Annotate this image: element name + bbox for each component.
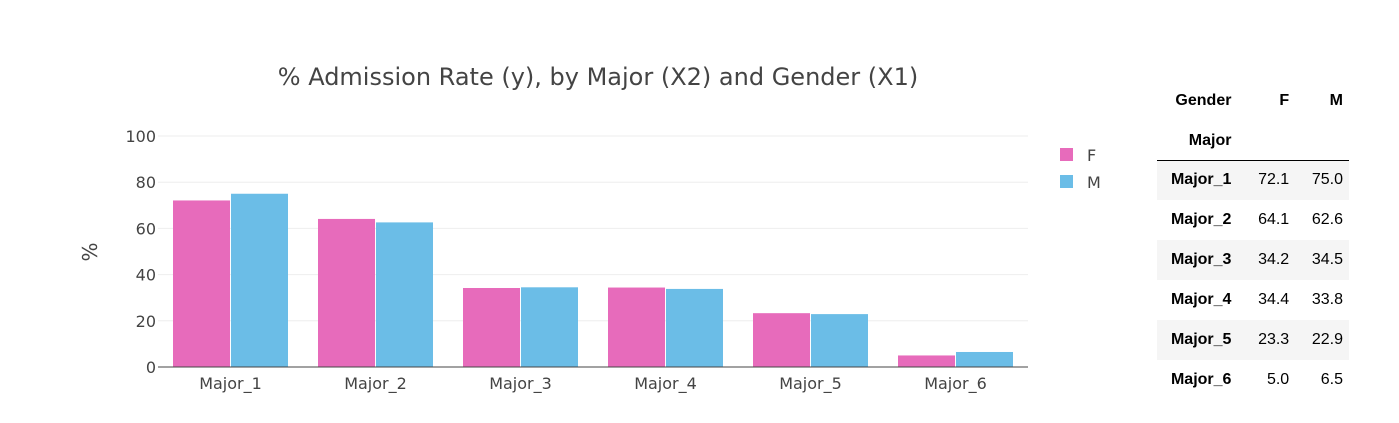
table-cell: 6.5 <box>1320 371 1343 388</box>
y-tick-label: 80 <box>136 173 156 192</box>
table-row: Major_4 34.4 33.8 <box>1157 280 1349 320</box>
y-tick-label: 60 <box>136 219 156 238</box>
chart-title: % Admission Rate (y), by Major (X2) and … <box>278 63 918 91</box>
table-cell: 64.1 <box>1258 211 1290 228</box>
x-tick-label: Major_4 <box>634 374 697 394</box>
x-tick-label: Major_3 <box>489 374 552 394</box>
table-column-header: F <box>1279 92 1290 109</box>
legend: FM <box>1060 146 1101 192</box>
legend-swatch-f <box>1060 148 1073 161</box>
table-cell: 5.0 <box>1266 371 1290 388</box>
table-cell: 72.1 <box>1258 171 1290 189</box>
table-row-label: Major_1 <box>1170 171 1232 189</box>
y-axis-title: % <box>78 242 102 261</box>
admission-rate-chart: % Admission Rate (y), by Major (X2) and … <box>78 63 1101 394</box>
table-column-header: M <box>1329 92 1343 109</box>
table-columns-label: Gender <box>1175 92 1232 109</box>
x-tick-label: Major_5 <box>779 374 842 394</box>
bar-m-major_2 <box>376 222 433 367</box>
table-row-label: Major_2 <box>1170 211 1232 228</box>
gridlines <box>158 135 1028 322</box>
table-cell: 23.3 <box>1258 331 1290 348</box>
table-cell: 34.4 <box>1258 291 1290 308</box>
bar-f-major_2 <box>318 218 375 367</box>
table-cell: 34.2 <box>1258 251 1290 268</box>
table-row: Major_2 64.1 62.6 <box>1157 200 1349 240</box>
x-axis-ticks: Major_1 Major_2 Major_3 Major_4 Major_5 Major… <box>199 374 987 394</box>
bar-f-major_5 <box>753 313 810 367</box>
y-tick-label: 0 <box>146 358 156 377</box>
x-tick-label: Major_1 <box>199 374 262 394</box>
y-tick-label: 20 <box>136 312 156 331</box>
table-cell: 62.6 <box>1311 211 1343 228</box>
y-axis-ticks: 0 20 40 60 80 100 <box>125 127 156 377</box>
table-row-label: Major_4 <box>1170 291 1232 308</box>
table-cell: 34.5 <box>1311 251 1343 268</box>
bar-m-major_6 <box>956 351 1013 367</box>
legend-swatch-m <box>1060 175 1073 188</box>
table-row: Major_5 23.3 22.9 <box>1157 320 1349 360</box>
bar-f-major_6 <box>898 355 955 367</box>
table-cell: 75.0 <box>1311 171 1343 189</box>
legend-label-m: M <box>1087 173 1101 192</box>
table-row-label: Major_6 <box>1170 371 1232 388</box>
bar-f-major_1 <box>173 200 230 367</box>
admission-rate-table: Gender F M Major Major_1 72.1 75.0 Major… <box>1157 80 1349 400</box>
x-tick-label: Major_6 <box>924 374 987 394</box>
bar-f-major_4 <box>608 287 665 367</box>
table-index-row: Major <box>1157 122 1349 161</box>
table-header-row: Gender F M <box>1157 80 1349 122</box>
bar-m-major_5 <box>811 314 868 367</box>
bar-m-major_3 <box>521 287 578 367</box>
y-tick-label: 100 <box>125 127 156 146</box>
table-row: Major_6 5.0 6.5 <box>1157 360 1349 400</box>
table-cell: 33.8 <box>1311 291 1343 308</box>
table-index-label: Major <box>1157 122 1242 161</box>
table-row: Major_1 72.1 75.0 <box>1157 160 1349 200</box>
table-row-label: Major_5 <box>1170 331 1232 348</box>
table-row-label: Major_3 <box>1170 251 1232 268</box>
x-tick-label: Major_2 <box>344 374 407 394</box>
bar-m-major_1 <box>231 193 288 367</box>
legend-label-f: F <box>1087 146 1096 165</box>
table-row: Major_3 34.2 34.5 <box>1157 240 1349 280</box>
y-tick-label: 40 <box>136 266 156 285</box>
bar-f-major_3 <box>463 287 520 367</box>
bars <box>173 193 1013 367</box>
table-cell: 22.9 <box>1311 331 1343 348</box>
bar-m-major_4 <box>666 288 723 367</box>
